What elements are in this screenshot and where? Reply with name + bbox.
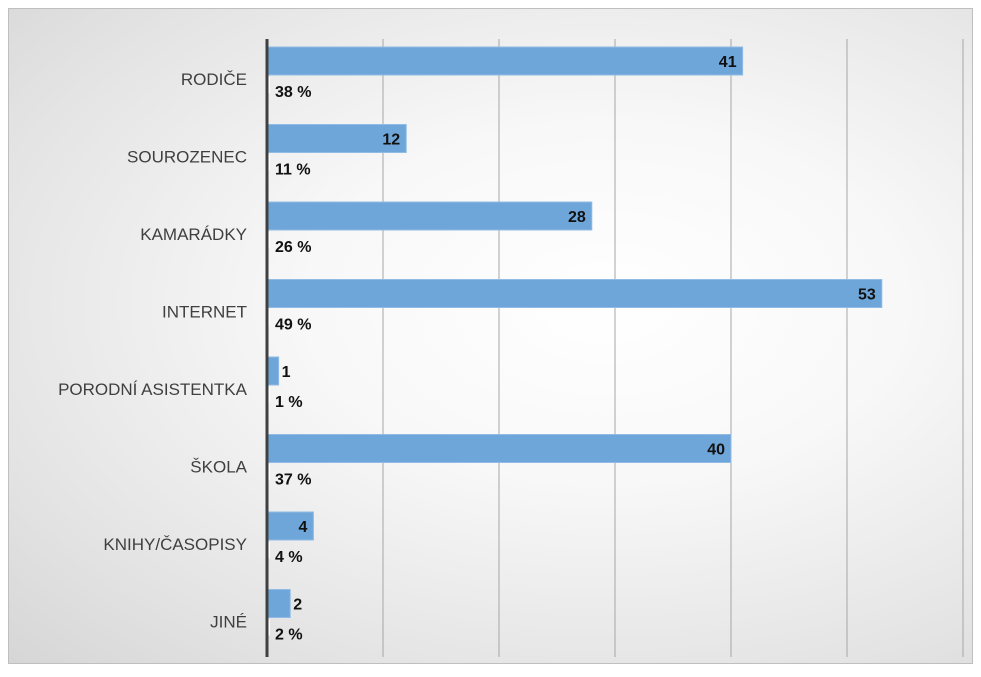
- percent-value-label: 49 %: [275, 317, 311, 334]
- category-label: KAMARÁDKY: [140, 225, 247, 244]
- count-value-label: 12: [382, 132, 400, 149]
- count-value-label: 1: [282, 364, 291, 381]
- category-label: PORODNÍ ASISTENTKA: [58, 380, 248, 399]
- count-value-label: 4: [298, 519, 307, 536]
- count-value-label: 53: [858, 287, 876, 304]
- count-bar: [266, 201, 593, 231]
- percent-value-label: 2 %: [275, 627, 303, 644]
- percent-value-label: 4 %: [275, 549, 303, 566]
- category-label: JINÉ: [210, 613, 247, 632]
- percent-value-label: 11 %: [275, 162, 311, 179]
- count-bar: [266, 434, 732, 463]
- percent-value-label: 26 %: [275, 239, 311, 256]
- category-label: RODIČE: [181, 70, 247, 89]
- count-bar: [266, 46, 744, 76]
- count-bar: [266, 511, 314, 541]
- category-label: SOUROZENEC: [127, 148, 247, 167]
- percent-value-label: 37 %: [275, 472, 311, 489]
- count-bar: [266, 124, 407, 153]
- count-value-label: 41: [719, 54, 737, 71]
- count-value-label: 28: [568, 209, 586, 226]
- count-bar: [266, 589, 291, 618]
- category-label: KNIHY/ČASOPISY: [103, 535, 247, 554]
- count-value-label: 2: [293, 597, 302, 614]
- count-bar: [266, 356, 280, 386]
- percent-value-label: 38 %: [275, 84, 311, 101]
- chart-frame: RODIČE 41 38 % SOUROZENEC 12 11 % KAMARÁDKY 28 2…: [8, 8, 973, 664]
- count-value-label: 40: [707, 442, 725, 459]
- count-bar: [266, 279, 883, 308]
- percent-value-label: 1 %: [275, 394, 303, 411]
- category-label: INTERNET: [162, 303, 247, 322]
- category-label: ŠKOLA: [190, 458, 247, 477]
